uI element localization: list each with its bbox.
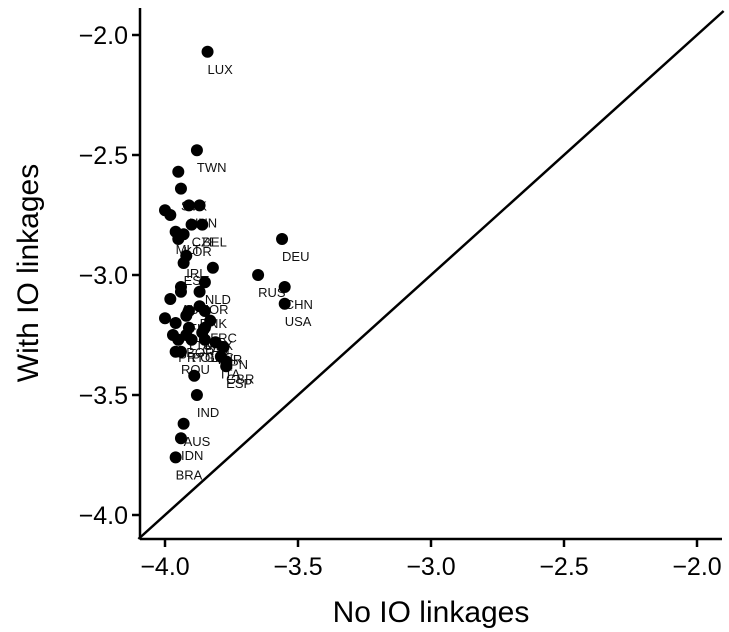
x-tick-label: −2.0 — [672, 553, 721, 581]
data-point — [193, 199, 206, 212]
reference-line-y-equals-x — [137, 10, 725, 540]
data-point — [196, 218, 209, 231]
data-point — [159, 312, 171, 325]
data-point — [220, 360, 233, 373]
data-point — [198, 305, 211, 317]
data-point — [190, 389, 203, 401]
y-tick-label: −2.5 — [79, 142, 128, 170]
data-point — [201, 45, 214, 58]
data-point-label: GBR — [226, 371, 254, 386]
x-tick-label: −3.5 — [273, 553, 322, 581]
data-point — [198, 276, 211, 289]
data-point — [174, 285, 187, 298]
data-point-label: RUS — [258, 285, 286, 300]
x-tick-label: −2.5 — [539, 553, 588, 581]
data-point — [174, 432, 187, 445]
data-point-label: LUX — [208, 62, 234, 77]
y-tick-label: −2.0 — [79, 22, 128, 50]
data-point-label: IDN — [181, 448, 203, 463]
data-point — [172, 333, 185, 346]
data-point — [198, 333, 211, 346]
data-point — [217, 341, 230, 353]
data-point — [276, 233, 289, 245]
data-point-label: TWN — [197, 160, 227, 175]
data-point — [164, 293, 177, 305]
data-point — [278, 281, 291, 293]
data-point — [190, 144, 203, 157]
data-point-label: BEL — [202, 235, 227, 250]
y-axis-title: With IO linkages — [12, 164, 45, 382]
y-tick-label: −3.0 — [79, 262, 128, 290]
data-point — [169, 451, 182, 464]
data-point — [164, 209, 177, 221]
y-tick-label: −4.0 — [79, 502, 128, 530]
data-point-label: AUS — [184, 434, 211, 449]
y-tick-label: −3.5 — [79, 382, 128, 410]
data-point-label: BRA — [176, 467, 203, 482]
data-point-label: BGR — [186, 345, 214, 360]
data-point — [174, 345, 187, 358]
data-point-label: DEU — [282, 249, 309, 264]
data-point-label: USA — [285, 314, 312, 329]
data-point — [174, 182, 187, 195]
data-point — [172, 233, 185, 245]
data-point-label: IRL — [186, 266, 206, 281]
data-point — [172, 165, 185, 178]
data-point — [177, 417, 190, 430]
data-point — [193, 285, 206, 298]
x-tick-label: −4.0 — [140, 553, 189, 581]
data-point-label: ESP — [226, 376, 252, 391]
data-point — [180, 309, 193, 322]
y-axis-ticks: −4.0 −3.5 −3.0 −2.5 −2.0 — [79, 22, 140, 530]
data-point — [278, 297, 291, 310]
data-point-label: CZE — [192, 235, 218, 250]
data-point — [182, 199, 195, 212]
x-axis-ticks: −4.0 −3.5 −3.0 −2.5 −2.0 — [140, 539, 722, 581]
data-point-label: ROU — [181, 362, 210, 377]
data-point — [206, 261, 219, 274]
x-axis-title: No IO linkages — [333, 596, 530, 629]
data-point — [185, 218, 198, 231]
data-point-label: NLD — [205, 292, 231, 307]
data-point — [185, 333, 198, 346]
data-point-label: CHN — [285, 297, 313, 312]
data-point — [188, 369, 201, 382]
data-point-label: IND — [197, 405, 219, 420]
plot-area: LUXTWNSVKHUNCZEBELMLTKORDEUIRLESTNLDRUSC… — [137, 10, 725, 540]
data-point-label: POL — [192, 350, 218, 365]
data-point — [252, 269, 265, 281]
x-tick-label: −3.0 — [406, 553, 455, 581]
data-point — [177, 257, 190, 269]
data-point — [169, 317, 182, 329]
